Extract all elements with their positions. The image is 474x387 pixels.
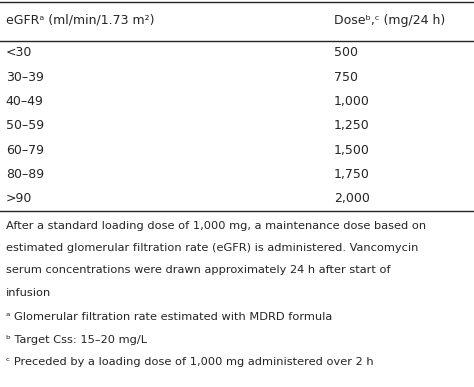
Text: 500: 500 (334, 46, 358, 59)
Text: 60–79: 60–79 (6, 144, 44, 157)
Text: estimated glomerular filtration rate (eGFR) is administered. Vancomycin: estimated glomerular filtration rate (eG… (6, 243, 418, 253)
Text: ᵃ Glomerular filtration rate estimated with MDRD formula: ᵃ Glomerular filtration rate estimated w… (6, 312, 332, 322)
Text: 50–59: 50–59 (6, 119, 44, 132)
Text: <30: <30 (6, 46, 32, 59)
Text: ᶜ Preceded by a loading dose of 1,000 mg administered over 2 h: ᶜ Preceded by a loading dose of 1,000 mg… (6, 357, 374, 367)
Text: 1,750: 1,750 (334, 168, 370, 181)
Text: eGFRᵃ (ml/min/1.73 m²): eGFRᵃ (ml/min/1.73 m²) (6, 14, 154, 27)
Text: 2,000: 2,000 (334, 192, 370, 205)
Text: 750: 750 (334, 70, 358, 84)
Text: 1,250: 1,250 (334, 119, 370, 132)
Text: 1,000: 1,000 (334, 95, 370, 108)
Text: serum concentrations were drawn approximately 24 h after start of: serum concentrations were drawn approxim… (6, 265, 390, 276)
Text: 1,500: 1,500 (334, 144, 370, 157)
Text: 80–89: 80–89 (6, 168, 44, 181)
Text: After a standard loading dose of 1,000 mg, a maintenance dose based on: After a standard loading dose of 1,000 m… (6, 221, 426, 231)
Text: 40–49: 40–49 (6, 95, 44, 108)
Text: >90: >90 (6, 192, 32, 205)
Text: infusion: infusion (6, 288, 51, 298)
Text: Doseᵇ,ᶜ (mg/24 h): Doseᵇ,ᶜ (mg/24 h) (334, 14, 446, 27)
Text: ᵇ Target Css: 15–20 mg/L: ᵇ Target Css: 15–20 mg/L (6, 335, 146, 345)
Text: 30–39: 30–39 (6, 70, 44, 84)
